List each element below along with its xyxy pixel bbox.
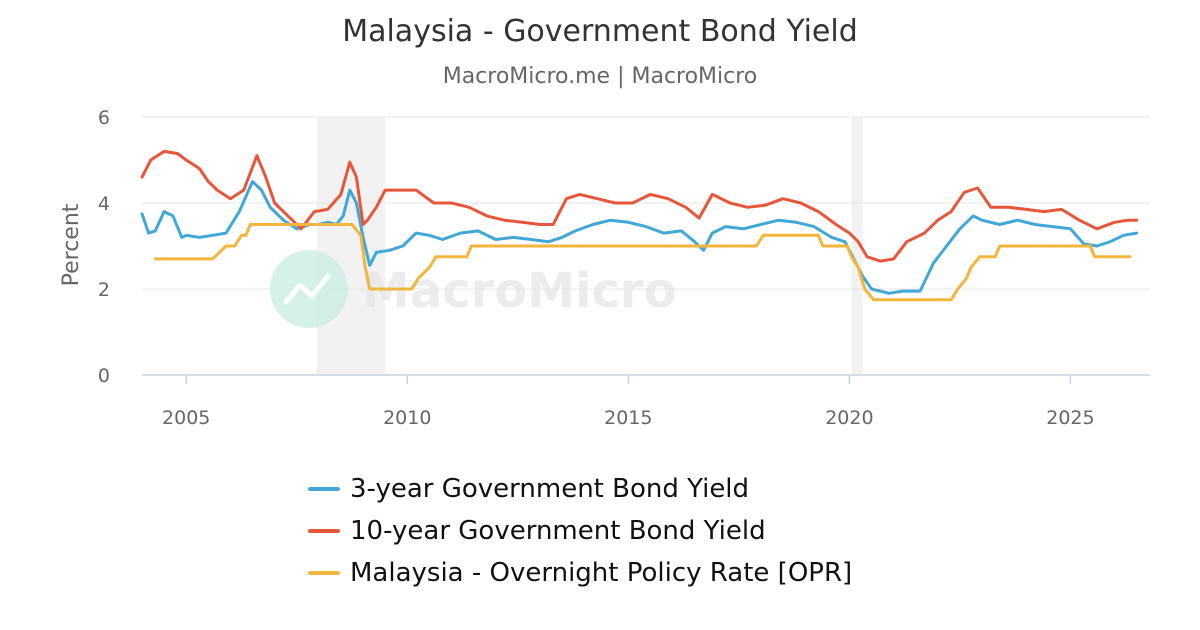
legend-label: 10-year Government Bond Yield xyxy=(350,516,766,546)
legend-label: 3-year Government Bond Yield xyxy=(350,474,750,504)
line-chart: MacroMicro 0 2 4 6 2005 2010 2015 2020 2025 Perc… xyxy=(59,107,1150,429)
legend-item[interactable]: Malaysia - Overnight Policy Rate [OPR] xyxy=(308,552,852,594)
recession-shading xyxy=(316,117,863,375)
series-line-2 xyxy=(140,149,1139,263)
legend-item[interactable]: 10-year Government Bond Yield xyxy=(308,510,852,552)
series-line-1 xyxy=(140,180,1139,295)
legend-swatch xyxy=(308,571,340,575)
legend-swatch xyxy=(308,529,340,533)
legend-item[interactable]: 3-year Government Bond Yield xyxy=(308,468,852,510)
shaded-period xyxy=(851,117,863,375)
axes: 0 2 4 6 2005 2010 2015 2020 2025 xyxy=(98,107,1150,429)
series-lines xyxy=(140,149,1139,302)
legend-swatch xyxy=(308,487,340,491)
watermark-logo-icon xyxy=(270,250,348,328)
watermark: MacroMicro xyxy=(270,250,677,328)
x-tick-label: 2020 xyxy=(825,407,873,429)
watermark-text: MacroMicro xyxy=(362,263,677,319)
x-tick-label: 2005 xyxy=(162,407,210,429)
y-axis-label: Percent xyxy=(59,203,84,286)
x-tick-label: 2010 xyxy=(383,407,431,429)
x-tick-label: 2025 xyxy=(1046,407,1094,429)
y-tick-label: 0 xyxy=(98,365,110,387)
y-tick-label: 2 xyxy=(98,279,110,301)
chart-title: Malaysia - Government Bond Yield xyxy=(342,14,858,49)
series-line-3 xyxy=(153,223,1132,302)
x-tick-label: 2015 xyxy=(604,407,652,429)
chart-subtitle: MacroMicro.me | MacroMicro xyxy=(442,64,758,89)
watermark-logo-mark xyxy=(283,273,331,305)
y-tick-label: 4 xyxy=(98,193,110,215)
shaded-period xyxy=(316,117,386,375)
y-tick-label: 6 xyxy=(98,107,110,129)
legend-label: Malaysia - Overnight Policy Rate [OPR] xyxy=(350,558,853,588)
legend: 3-year Government Bond Yield 10-year Gove… xyxy=(308,468,852,594)
